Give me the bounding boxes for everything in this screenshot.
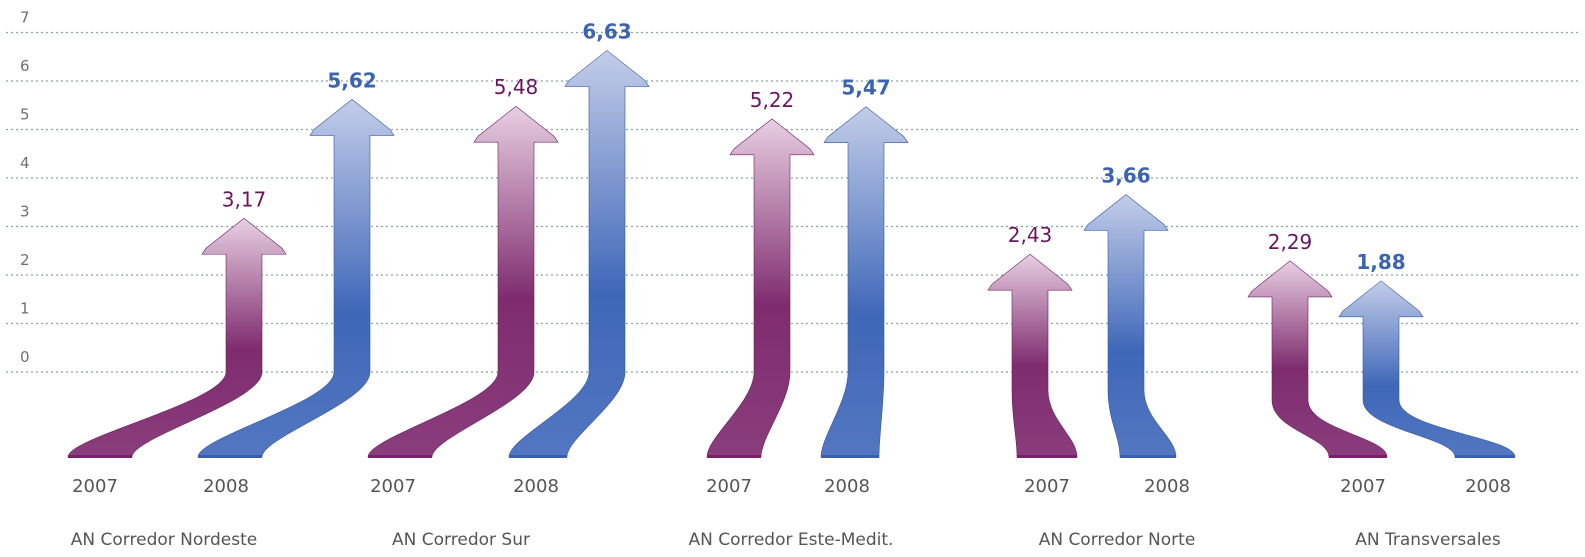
y-tick-label: 6	[20, 57, 30, 75]
category-label: AN Corredor Sur	[392, 530, 530, 550]
arrow-bar-2007-3	[706, 118, 815, 458]
year-label: 2007	[72, 476, 118, 497]
arrow-bar-2007-4	[987, 253, 1078, 458]
y-tick-label: 1	[20, 300, 30, 318]
year-label: 2008	[513, 476, 559, 497]
arrow-foot-2007-3	[707, 455, 761, 458]
gridlines	[6, 31, 1580, 373]
value-label-2008-4: 3,66	[1101, 163, 1150, 187]
arrow-bars	[67, 50, 1516, 458]
category-label: AN Transversales	[1355, 530, 1501, 550]
arrow-foot-2007-1	[68, 455, 132, 458]
y-tick-label: 4	[20, 154, 30, 172]
arrow-bar-2008-5	[1338, 280, 1516, 458]
year-label: 2007	[1340, 476, 1386, 497]
year-label: 2007	[706, 476, 752, 497]
y-tick-label: 7	[20, 9, 30, 27]
year-label: 2008	[824, 476, 870, 497]
arrow-bar-2008-4	[1083, 194, 1177, 458]
value-labels: 3,17 5,62 5,48 6,63 5,22 5,47 2,43 3,66 2,29 1,88	[222, 19, 1406, 273]
arrow-foot-2008-3	[821, 455, 879, 458]
arrow-bar-2008-1	[197, 99, 395, 458]
arrow-foot-2008-1	[198, 455, 262, 458]
x-axis-labels: 2007 2008 AN Corredor Nordeste 2007 2008 AN C…	[71, 476, 1511, 550]
arrow-foot-2007-5	[1329, 455, 1387, 458]
category-label: AN Corredor Este-Medit.	[689, 530, 894, 550]
y-tick-label: 2	[20, 251, 30, 269]
year-label: 2007	[1024, 476, 1070, 497]
value-label-2008-3: 5,47	[841, 76, 890, 100]
value-label-2007-1: 3,17	[222, 187, 267, 211]
value-label-2008-5: 1,88	[1356, 250, 1405, 274]
year-label: 2007	[370, 476, 416, 497]
arrow-foot-2008-2	[509, 455, 567, 458]
value-label-2007-2: 5,48	[494, 75, 539, 99]
y-axis-ticks: 0 1 2 3 4 5 6 7	[20, 9, 30, 367]
arrow-bar-2007-1	[67, 217, 287, 458]
y-tick-label: 0	[20, 348, 30, 366]
value-label-2008-1: 5,62	[327, 68, 376, 92]
y-tick-label: 3	[20, 203, 30, 221]
arrow-bar-2007-5	[1247, 260, 1388, 458]
value-label-2008-2: 6,63	[582, 19, 631, 43]
arrow-bar-2008-3	[820, 106, 909, 458]
y-tick-label: 5	[20, 106, 30, 124]
value-label-2007-5: 2,29	[1268, 230, 1313, 254]
arrow-bar-2008-2	[508, 50, 650, 458]
category-label: AN Corredor Norte	[1039, 530, 1196, 550]
year-label: 2008	[203, 476, 249, 497]
year-label: 2008	[1465, 476, 1511, 497]
arrow-foot-2008-4	[1120, 455, 1176, 458]
value-label-2007-3: 5,22	[750, 88, 795, 112]
value-label-2007-4: 2,43	[1008, 223, 1053, 247]
arrow-foot-2007-2	[368, 455, 432, 458]
arrow-foot-2008-5	[1455, 455, 1515, 458]
arrow-foot-2007-4	[1017, 455, 1077, 458]
arrow-bar-2007-2	[367, 105, 559, 458]
year-label: 2008	[1144, 476, 1190, 497]
category-label: AN Corredor Nordeste	[71, 530, 257, 550]
